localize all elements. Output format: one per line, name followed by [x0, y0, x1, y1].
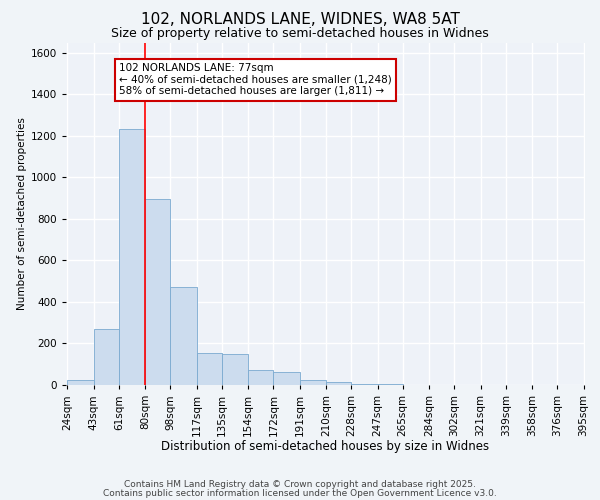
Bar	[248, 370, 274, 385]
Y-axis label: Number of semi-detached properties: Number of semi-detached properties	[17, 118, 26, 310]
Bar	[326, 382, 351, 385]
Text: Contains HM Land Registry data © Crown copyright and database right 2025.: Contains HM Land Registry data © Crown c…	[124, 480, 476, 489]
Bar	[351, 384, 377, 385]
Bar	[274, 372, 300, 385]
Bar	[222, 354, 248, 385]
Bar	[94, 330, 119, 385]
Bar	[197, 353, 222, 385]
Bar	[67, 380, 94, 385]
Text: 102 NORLANDS LANE: 77sqm
← 40% of semi-detached houses are smaller (1,248)
58% o: 102 NORLANDS LANE: 77sqm ← 40% of semi-d…	[119, 64, 392, 96]
Text: Contains public sector information licensed under the Open Government Licence v3: Contains public sector information licen…	[103, 489, 497, 498]
Bar	[145, 198, 170, 385]
Bar	[377, 384, 403, 385]
Bar	[170, 288, 197, 385]
Bar	[119, 128, 145, 385]
Bar	[300, 380, 326, 385]
Text: Size of property relative to semi-detached houses in Widnes: Size of property relative to semi-detach…	[111, 28, 489, 40]
X-axis label: Distribution of semi-detached houses by size in Widnes: Distribution of semi-detached houses by …	[161, 440, 490, 454]
Text: 102, NORLANDS LANE, WIDNES, WA8 5AT: 102, NORLANDS LANE, WIDNES, WA8 5AT	[140, 12, 460, 28]
